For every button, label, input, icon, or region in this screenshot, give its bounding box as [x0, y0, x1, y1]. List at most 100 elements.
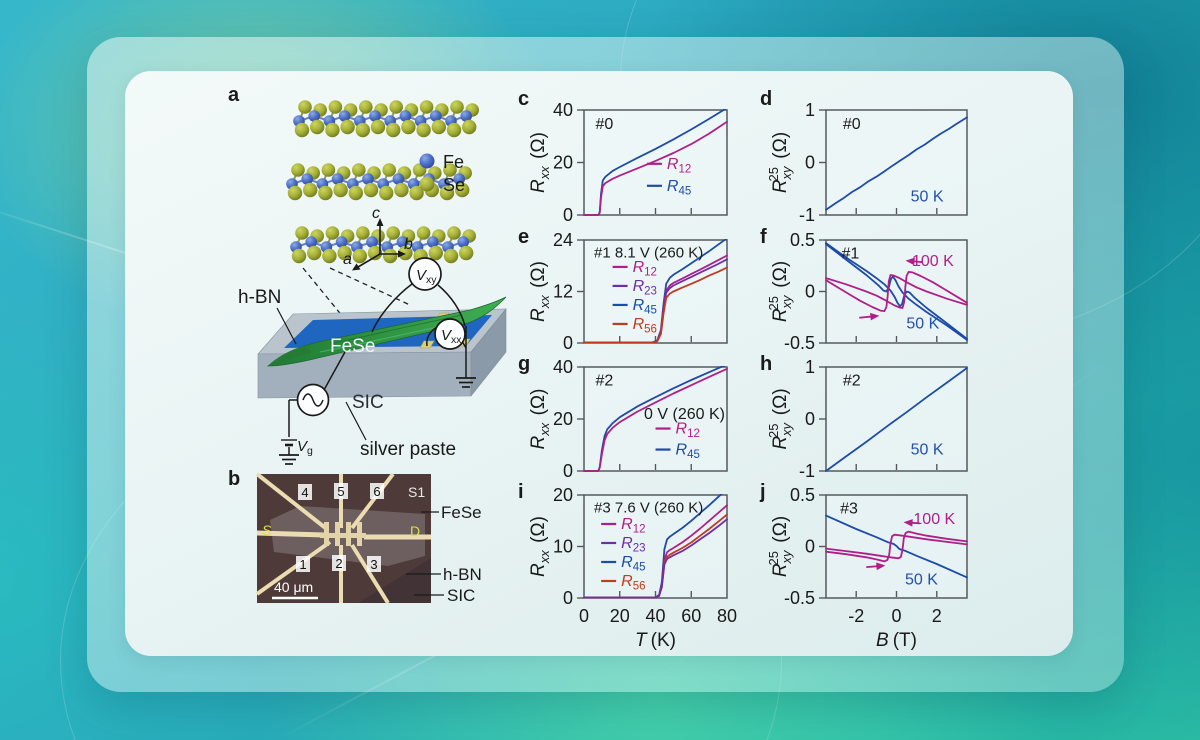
svg-text:0: 0	[563, 588, 573, 608]
b-axis-label: b	[404, 236, 413, 253]
series-100K-sweep1	[825, 271, 968, 309]
svg-text:0: 0	[891, 606, 901, 626]
b-axis-arrow	[398, 250, 406, 258]
panel-f-letter: f	[760, 226, 767, 248]
svg-text:20: 20	[553, 485, 573, 505]
gate-battery-symbol	[281, 439, 297, 447]
panel-g-chart: 40 20 0 Rxx (Ω) #2 0 V (260 K) R12 R45	[500, 355, 739, 528]
chart-c-annotation-0: #0	[595, 116, 613, 133]
crystal-layer	[293, 100, 480, 138]
series-50K	[825, 367, 968, 472]
scalebar-label: 40 μm	[274, 579, 313, 595]
series-R12	[583, 367, 728, 472]
svg-text:-0.5: -0.5	[784, 333, 815, 353]
micrograph-fese-label: FeSe	[441, 503, 482, 522]
svg-text:R12: R12	[676, 421, 700, 441]
se-label: Se	[443, 175, 465, 195]
chart-e-annotation-0: #1 8.1 V (260 K)	[594, 245, 703, 262]
series-50K	[825, 514, 968, 579]
svg-text:0: 0	[805, 537, 815, 557]
fe-label: Fe	[443, 152, 464, 172]
svg-text:12: 12	[553, 282, 573, 302]
chart-c-frame	[583, 109, 728, 216]
chart-g-ticks	[577, 366, 692, 472]
chart-d-ticks	[819, 109, 938, 216]
svg-text:40: 40	[553, 100, 573, 120]
svg-text:0: 0	[805, 409, 815, 429]
panel-d-letter: d	[760, 88, 773, 110]
ground-symbol	[279, 454, 299, 465]
chart-i-annotation-0: #3 7.6 V (260 K)	[594, 500, 703, 517]
svg-text:0: 0	[563, 333, 573, 353]
micrograph-sic-label: SIC	[447, 586, 475, 605]
chart-h-annotation-1: 50 K	[911, 441, 944, 458]
svg-text:R23: R23	[621, 535, 645, 555]
se-atom-icon	[419, 176, 435, 192]
fe-atom-icon	[419, 153, 435, 169]
svg-text:R23: R23	[633, 278, 657, 298]
vxx-voltmeter-icon	[434, 318, 466, 350]
panel-a-illustration: Fe Se c b a	[238, 100, 507, 465]
sweep-arrow-1	[866, 565, 879, 568]
panel-a-letter: a	[228, 84, 240, 106]
chart-j-xaxis-title: B (T)	[876, 630, 917, 651]
sweep-arrowhead-0	[903, 519, 913, 527]
chart-j-xtick-labels: -2 0 2	[848, 606, 942, 626]
chart-g-yaxis-title: Rxx (Ω)	[528, 389, 552, 450]
series-100K-sweep1	[825, 530, 968, 560]
vxx-label: Vxx	[441, 327, 462, 346]
panel-d-chart: 1 0 -1 Rxy25 (Ω) #0 50 K	[742, 98, 979, 272]
chart-d-annotation-0: #0	[843, 116, 861, 133]
crystal-axes	[352, 218, 406, 271]
svg-text:0: 0	[579, 606, 589, 626]
crystal-layer	[290, 226, 477, 264]
silver-paste-label: silver paste	[360, 439, 456, 460]
chart-e-ticks	[577, 239, 692, 344]
panel-e-letter: e	[518, 226, 530, 248]
svg-text:-2: -2	[848, 606, 864, 626]
chart-c-yaxis-title: Rxx (Ω)	[528, 132, 552, 193]
chart-e-ytick-labels: 24 12 0	[553, 230, 573, 353]
svg-text:0.5: 0.5	[790, 485, 815, 505]
chart-i-ticks	[577, 494, 692, 599]
chart-j-svg: 0.5 0 -0.5 -2 0 2 B (T) Rxy25 (Ω) #3 100 K 50 K	[766, 485, 968, 651]
sine-glyph	[302, 393, 324, 407]
fese-channel-label: FeSe	[330, 336, 375, 357]
svg-text:R56: R56	[621, 573, 645, 593]
sweep-arrowhead-1	[870, 312, 880, 321]
electrode-number-labels: 4 5 6 1 2 3	[296, 483, 384, 572]
panel-e-chart: 24 12 0 Rxx (Ω) #1 8.1 V (260 K) R12 R23 R45 R56	[500, 228, 739, 400]
svg-text:20: 20	[553, 409, 573, 429]
projection-dash-line	[329, 267, 411, 306]
svg-text:R45: R45	[667, 178, 691, 198]
chart-g-ytick-labels: 40 20 0	[553, 357, 573, 481]
series-R12	[583, 120, 728, 216]
sic-label: SIC	[352, 392, 384, 413]
silver-paste-pointer-line	[345, 401, 367, 441]
fese-crystal-structure	[286, 100, 480, 264]
svg-text:4: 4	[301, 485, 308, 500]
chart-f-annotation-1: 100 K	[912, 253, 954, 270]
panel-b-micrograph: 4 5 6 1 2 3 S1 S D 40 μm FeSe h-BN SIC	[255, 472, 482, 605]
svg-text:-0.5: -0.5	[784, 588, 815, 608]
chart-h-ytick-labels: 1 0 -1	[799, 357, 815, 481]
chart-j-series	[825, 514, 968, 579]
hbn-flake-fold	[268, 346, 312, 366]
chart-h-ticks	[819, 366, 938, 472]
svg-text:20: 20	[553, 153, 573, 173]
chart-e-yaxis-title: Rxx (Ω)	[528, 261, 552, 322]
chart-j-ytick-labels: 0.5 0 -0.5	[784, 485, 815, 608]
chart-d-series	[825, 116, 968, 211]
series-R23	[583, 518, 728, 599]
chart-c-ytick-labels: 40 20 0	[553, 100, 573, 225]
chart-g-annotation-1: 0 V (260 K)	[644, 406, 725, 423]
c-axis-arrow	[376, 218, 384, 226]
hbn-flake-ridge	[329, 314, 463, 345]
panel-i-chart: 20 10 0 0 20 40 60 80 T (K) Rxx (Ω) #3 7.6 V (260 K…	[500, 483, 739, 655]
